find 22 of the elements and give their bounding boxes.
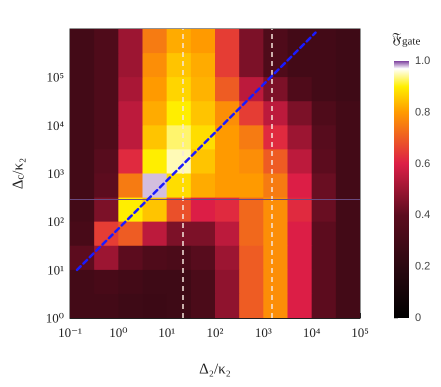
x-tick-label: 10⁴ [302,325,321,340]
x-tick-label: 10⁵ [351,325,369,340]
y-tick-label: 10¹ [47,262,64,278]
x-tick-label: 10⁰ [109,325,128,340]
color-bar-label: 0.8 [415,106,430,118]
color-bar-label: 1.0 [415,55,430,67]
color-bar-label: 0.6 [415,158,430,170]
x-axis-title: Δ₂/κ₂ [199,362,231,378]
x-tick-label: 10³ [254,325,272,340]
y-tick-label: 10⁴ [46,118,64,133]
y-tick-label: 10² [47,214,64,230]
x-tick-label: 10¹ [158,325,176,340]
y-tick-label: 10⁵ [46,70,64,85]
color-bar-label: 0.2 [415,260,430,273]
y-tick-label: 10⁰ [46,310,64,326]
x-tick-label: 10⁻¹ [58,325,82,340]
color-bar-label: 0 [415,312,422,324]
color-bar-label: 0.4 [415,209,430,222]
x-tick-label: 10² [206,325,224,340]
y-axis-title: Δc/κ₂ [10,158,26,190]
color-bar-title: 𝔉gate [392,32,420,48]
y-tick-label: 10³ [47,166,64,181]
